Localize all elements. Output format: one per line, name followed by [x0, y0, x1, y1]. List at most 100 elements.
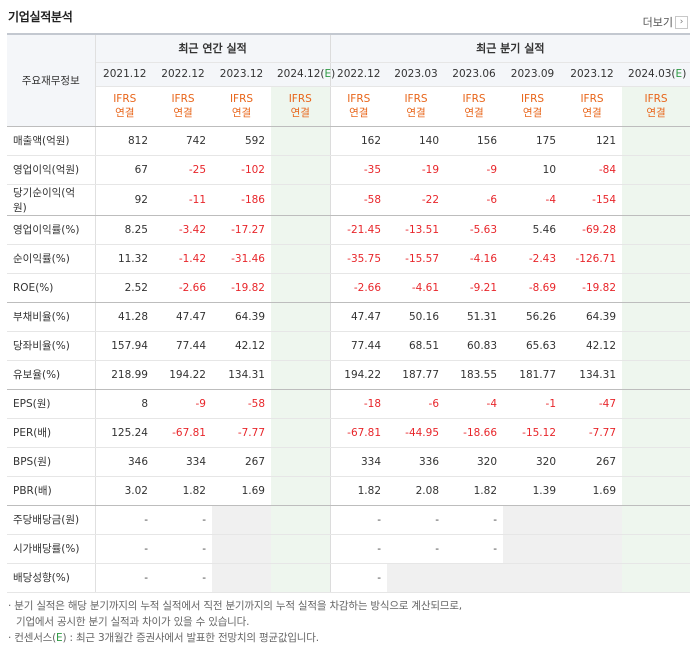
standard-label: IFRS	[288, 93, 312, 105]
table-cell: 60.83	[445, 331, 504, 361]
table-row: 영업이익률(%) 8.25 -3.42 -17.27 -21.45 -13.51 -5.63…	[7, 215, 691, 245]
accounting-standard: IFRS 연결	[154, 86, 212, 127]
table-row: PBR(배) 3.02 1.82 1.69 1.82 2.08 1.82 1.39 1.69	[7, 476, 691, 506]
table-cell: 320	[503, 447, 563, 477]
table-cell: 92	[95, 184, 154, 216]
table-cell: 68.51	[387, 331, 446, 361]
row-label: 유보율(%)	[7, 360, 96, 390]
table-cell: 50.16	[387, 302, 446, 332]
table-cell: 121	[562, 126, 623, 156]
table-cell: -7.77	[562, 418, 623, 448]
row-label: 당기순이익(억원)	[7, 184, 96, 216]
table-cell: -67.81	[330, 418, 388, 448]
table-cell: 1.69	[212, 476, 271, 506]
table-cell: 8.25	[95, 215, 154, 245]
table-cell	[271, 126, 331, 156]
table-cell: 77.44	[154, 331, 212, 361]
table-cell: 47.47	[154, 302, 212, 332]
table-cell: -69.28	[562, 215, 623, 245]
table-cell: 8	[95, 389, 154, 419]
accounting-standard: IFRS 연결	[445, 86, 504, 127]
standard-label: IFRS	[229, 93, 254, 105]
table-cell: -19	[387, 155, 446, 185]
table-cell	[271, 563, 331, 593]
section-title: 기업실적분석	[8, 10, 73, 24]
table-row: PER(배) 125.24 -67.81 -7.77 -67.81 -44.95 -18.6…	[7, 418, 691, 448]
table-cell: 47.47	[330, 302, 388, 332]
table-cell: 67	[95, 155, 154, 185]
table-cell: 157.94	[95, 331, 154, 361]
table-cell	[622, 244, 691, 274]
consolidation-label: 연결	[349, 107, 369, 119]
row-label: PBR(배)	[7, 476, 96, 506]
row-label: 영업이익률(%)	[7, 215, 96, 245]
table-cell: -154	[562, 184, 623, 216]
row-label: 배당성향(%)	[7, 563, 96, 593]
table-cell	[622, 389, 691, 419]
standard-label: IFRS	[644, 93, 668, 105]
table-cell	[622, 476, 691, 506]
period-header: 2021.12	[95, 62, 154, 87]
row-label: BPS(원)	[7, 447, 96, 477]
table-cell	[271, 534, 331, 564]
table-cell	[271, 155, 331, 185]
table-cell: 42.12	[562, 331, 623, 361]
row-label: 영업이익(억원)	[7, 155, 96, 185]
table-cell	[622, 505, 691, 535]
table-cell: -21.45	[330, 215, 388, 245]
table-cell: 2.08	[387, 476, 446, 506]
period-header: 2024.03(E)	[622, 62, 691, 87]
more-link[interactable]: 더보기 ›	[643, 14, 688, 30]
period-header: 2023.03	[387, 62, 446, 87]
table-cell	[622, 563, 691, 593]
table-cell	[503, 534, 563, 564]
table-cell: -102	[212, 155, 271, 185]
table-cell: 65.63	[503, 331, 563, 361]
row-label: 순이익률(%)	[7, 244, 96, 274]
table-cell: -4	[503, 184, 563, 216]
row-label: 주당배당금(원)	[7, 505, 96, 535]
table-cell	[445, 563, 504, 593]
table-cell: -	[330, 534, 388, 564]
table-cell: 320	[445, 447, 504, 477]
accounting-standard: IFRS 연결	[622, 86, 691, 127]
table-cell: -44.95	[387, 418, 446, 448]
table-cell: 592	[212, 126, 271, 156]
table-cell: 2.52	[95, 273, 154, 303]
table-cell: 175	[503, 126, 563, 156]
table-cell: 187.77	[387, 360, 446, 390]
row-label: EPS(원)	[7, 389, 96, 419]
standard-label: IFRS	[113, 93, 137, 105]
table-cell: 5.46	[503, 215, 563, 245]
table-cell	[622, 184, 691, 216]
table-cell: -35.75	[330, 244, 388, 274]
table-cell	[562, 534, 623, 564]
table-row: 시가배당률(%) - - - - -	[7, 534, 691, 564]
table-cell: -	[95, 534, 154, 564]
annual-group-header: 최근 연간 실적	[95, 33, 331, 63]
table-cell: -9	[445, 155, 504, 185]
table-cell: -22	[387, 184, 446, 216]
table-row: 주당배당금(원) - - - - -	[7, 505, 691, 535]
table-cell	[212, 534, 271, 564]
table-cell	[622, 331, 691, 361]
table-cell: -126.71	[562, 244, 623, 274]
table-cell: -	[330, 505, 388, 535]
table-cell: 64.39	[562, 302, 623, 332]
table-row: 당기순이익(억원) 92 -11 -186 -58 -22 -6 -4 -154	[7, 184, 691, 216]
accounting-standard: IFRS 연결	[271, 86, 331, 127]
table-cell: -	[95, 563, 154, 593]
row-label: 부채비율(%)	[7, 302, 96, 332]
table-cell: -84	[562, 155, 623, 185]
table-cell: 134.31	[212, 360, 271, 390]
table-cell: -13.51	[387, 215, 446, 245]
table-cell: -8.69	[503, 273, 563, 303]
row-label: 시가배당률(%)	[7, 534, 96, 564]
table-cell: -58	[330, 184, 388, 216]
consolidation-label: 연결	[406, 107, 426, 119]
table-row: 부채비율(%) 41.28 47.47 64.39 47.47 50.16 51.31 56.…	[7, 302, 691, 332]
table-row: 순이익률(%) 11.32 -1.42 -31.46 -35.75 -15.57 -4.16…	[7, 244, 691, 274]
consolidation-label: 연결	[290, 107, 310, 119]
table-cell: -15.57	[387, 244, 446, 274]
table-cell: -35	[330, 155, 388, 185]
